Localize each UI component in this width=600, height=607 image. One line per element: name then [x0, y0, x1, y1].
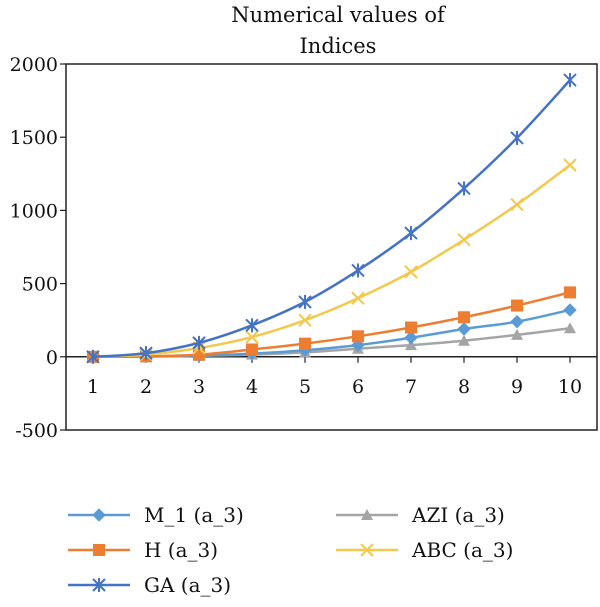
y-tick-label: -500: [15, 420, 58, 442]
data-point: [139, 346, 153, 361]
legend-label-azi: AZI (a_3): [412, 503, 505, 527]
data-point: [458, 334, 470, 346]
data-point: [299, 337, 311, 350]
data-point: [404, 265, 418, 279]
legend-swatch-ga: [68, 578, 130, 592]
data-point: [563, 303, 577, 317]
data-point: [510, 130, 524, 145]
data-point: [458, 311, 470, 324]
data-point: [193, 348, 205, 361]
legend-item-h: H (a_3): [66, 535, 218, 565]
data-point: [351, 291, 365, 305]
legend-item-ga: GA (a_3): [66, 570, 231, 600]
x-tick-label: 10: [558, 376, 582, 398]
y-tick-label: 1500: [10, 127, 58, 149]
data-point: [563, 158, 577, 172]
data-point: [86, 349, 100, 364]
data-point: [405, 339, 417, 351]
series-line: [92, 164, 571, 359]
series-line: [92, 79, 571, 359]
series-ga: [86, 73, 577, 364]
data-point: [298, 294, 312, 309]
legend-swatch-marker: [92, 508, 106, 522]
legend-item-m1: M_1 (a_3): [66, 500, 244, 530]
legend-swatch-abc: [336, 543, 398, 557]
x-tick-label: 7: [405, 376, 417, 398]
plot-frame: [65, 63, 598, 431]
data-point: [352, 330, 364, 343]
x-tick-label: 1: [87, 376, 99, 398]
legend-swatch-marker: [361, 509, 373, 520]
data-point: [404, 226, 418, 241]
y-tick-label: 2000: [10, 54, 58, 76]
legend-item-abc: ABC (a_3): [334, 535, 513, 565]
data-point: [510, 314, 524, 329]
data-point: [192, 335, 206, 350]
data-point: [351, 263, 365, 278]
data-point: [511, 328, 523, 340]
data-point: [457, 322, 471, 336]
x-tick-label: 9: [511, 376, 523, 398]
legend-swatch-h: [68, 544, 130, 556]
legend-label-ga: GA (a_3): [144, 573, 232, 597]
x-tick-label: 6: [352, 376, 364, 398]
data-point: [563, 73, 577, 88]
legend-swatch-marker: [93, 544, 105, 556]
data-point: [564, 322, 576, 334]
legend-swatch-marker: [92, 578, 106, 592]
y-tick-label: 500: [22, 274, 58, 296]
legend: M_1 (a_3) H (a_3) GA (a_3) AZI (a_3) ABC…: [0, 490, 600, 607]
x-tick-label: 2: [140, 376, 152, 398]
legend-label-abc: ABC (a_3): [412, 538, 514, 562]
x-tick-label: 4: [246, 376, 258, 398]
chart-title-line-1: Numerical values of: [231, 3, 447, 27]
data-point: [564, 286, 576, 299]
legend-swatch-azi: [336, 509, 398, 520]
series-layer: [86, 73, 577, 364]
data-point: [245, 318, 259, 333]
data-point: [246, 343, 258, 356]
legend-swatch-marker: [360, 543, 374, 557]
y-tick-label: 1000: [10, 200, 58, 222]
x-tick-label: 3: [193, 376, 205, 398]
data-point: [298, 313, 312, 327]
legend-item-azi: AZI (a_3): [334, 500, 505, 530]
data-point: [405, 321, 417, 334]
legend-label-h: H (a_3): [144, 538, 219, 562]
x-tick-label: 8: [458, 376, 470, 398]
data-point: [245, 330, 259, 344]
chart: Numerical values of Indices -500 0 500 1000…: [10, 3, 598, 442]
legend-label-m1: M_1 (a_3): [144, 503, 244, 527]
x-tick-label: 5: [299, 376, 311, 398]
data-point: [510, 197, 524, 212]
data-point: [457, 181, 471, 196]
series-line: [92, 291, 571, 359]
series-abc: [86, 158, 577, 364]
chart-title-line-2: Indices: [300, 34, 377, 58]
plot-area: -500 0 500 1000 1500 2000 1 2 3 4 5 6 7 8 9 10: [10, 54, 598, 442]
y-tick-label: 0: [46, 347, 58, 369]
data-point: [511, 299, 523, 312]
legend-swatch-m1: [68, 508, 130, 522]
data-point: [404, 331, 418, 345]
data-point: [457, 232, 471, 247]
